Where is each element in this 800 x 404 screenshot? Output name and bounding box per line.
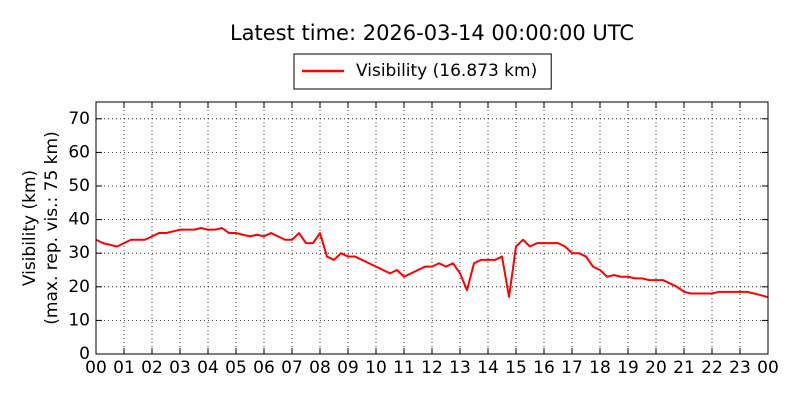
x-tick-label: 15 [505, 358, 527, 378]
x-tick-label: 18 [589, 358, 611, 378]
x-tick-label: 10 [365, 358, 387, 378]
x-tick-label: 00 [85, 358, 107, 378]
x-tick-label: 01 [113, 358, 135, 378]
y-tick-label: 10 [68, 310, 90, 330]
x-tick-label: 05 [225, 358, 247, 378]
x-tick-label: 23 [729, 358, 751, 378]
y-tick-label: 20 [68, 277, 90, 297]
chart-title: Latest time: 2026-03-14 00:00:00 UTC [230, 21, 634, 45]
x-tick-label: 02 [141, 358, 163, 378]
y-tick-label: 50 [68, 176, 90, 196]
y-tick-label: 30 [68, 243, 90, 263]
y-tick-label: 40 [68, 210, 90, 230]
x-tick-label: 19 [617, 358, 639, 378]
x-tick-label: 07 [281, 358, 303, 378]
x-tick-label: 11 [393, 358, 415, 378]
x-tick-label: 14 [477, 358, 499, 378]
x-tick-label: 06 [253, 358, 275, 378]
legend-label: Visibility (16.873 km) [356, 61, 537, 81]
x-tick-label: 13 [449, 358, 471, 378]
x-tick-label: 12 [421, 358, 443, 378]
x-tick-label: 04 [197, 358, 219, 378]
x-tick-label: 17 [561, 358, 583, 378]
y-tick-label: 60 [68, 142, 90, 162]
x-tick-label: 22 [701, 358, 723, 378]
x-tick-label: 08 [309, 358, 331, 378]
x-tick-label: 03 [169, 358, 191, 378]
y-tick-label: 70 [68, 109, 90, 129]
x-tick-label: 20 [645, 358, 667, 378]
plot-frame [95, 101, 769, 355]
y-axis-label: Visibility (km) [20, 170, 40, 286]
x-tick-label: 09 [337, 358, 359, 378]
y-axis-label: (max. rep. vis.: 75 km) [42, 131, 62, 324]
y-tick-label: 0 [79, 344, 90, 364]
x-tick-label: 21 [673, 358, 695, 378]
x-tick-label: 16 [533, 358, 555, 378]
x-tick-label: 00 [757, 358, 779, 378]
data-line [95, 227, 769, 299]
